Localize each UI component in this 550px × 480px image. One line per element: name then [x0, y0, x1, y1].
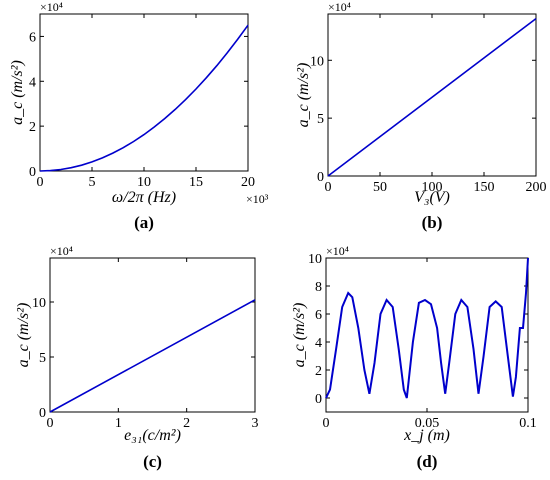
x-tick-label: 0.05: [415, 416, 440, 431]
x-tick-label: 200: [526, 180, 547, 195]
y-multiplier: ×10⁴: [328, 0, 351, 14]
series-line: [39, 24, 249, 172]
y-tick-label: 6: [315, 308, 322, 323]
x-tick-label: 1: [115, 416, 122, 431]
y-tick-label: 10: [310, 54, 324, 69]
x-tick-label: 0: [323, 416, 330, 431]
panel-c: 0 1 2 3 0 5 10 ×10⁴ e₃₁(c/m²) a_c (m/s²) (c): [15, 244, 259, 471]
x-axis-label: e₃₁(c/m²): [124, 427, 181, 444]
y-axis-label: a_c (m/s²): [291, 303, 308, 368]
series-line: [325, 257, 529, 399]
y-tick-label: 10: [308, 252, 322, 267]
x-tick-label: 150: [474, 180, 495, 195]
x-tick-label: 3: [252, 416, 259, 431]
y-tick-label: 0: [315, 392, 322, 407]
x-tick-label: 10: [137, 175, 151, 190]
series-line: [327, 17, 537, 177]
plot-frame: [49, 257, 256, 413]
y-tick-label: 0: [317, 170, 324, 185]
x-tick-label: 5: [89, 175, 96, 190]
plot-frame: [325, 257, 529, 413]
series-line: [49, 299, 256, 413]
y-tick-label: 0: [29, 165, 36, 180]
x-tick-label: 0.1: [519, 416, 537, 431]
y-tick-label: 2: [315, 364, 322, 379]
y-tick-label: 8: [315, 280, 322, 295]
y-tick-label: 10: [32, 296, 46, 311]
y-tick-label: 6: [29, 30, 36, 45]
x-axis-label: V₃(V): [414, 189, 450, 206]
y-multiplier: ×10⁴: [326, 244, 349, 258]
plot-frame: [39, 13, 249, 172]
panel-label: (a): [134, 213, 154, 232]
x-axis-label: x_j (m): [403, 427, 450, 444]
x-tick-label: 0: [37, 175, 44, 190]
x-tick-label: 15: [189, 175, 203, 190]
x-tick-label: 20: [241, 175, 255, 190]
x-tick-label: 100: [422, 180, 443, 195]
x-tick-label: 0: [325, 180, 332, 195]
y-axis-label: a_c (m/s²): [9, 60, 26, 125]
x-tick-label: 2: [183, 416, 190, 431]
x-axis-label: ω/2π (Hz): [112, 189, 176, 206]
y-tick-label: 5: [317, 112, 324, 127]
panel-a: 0 5 10 15 20 0 2 4 6 ×10⁴ ×10³ ω/2π (Hz) a_c (m/s²) (…: [9, 0, 269, 232]
x-tick-label: 0: [47, 416, 54, 431]
panel-label: (c): [143, 452, 162, 471]
y-multiplier: ×10⁴: [40, 0, 63, 14]
y-tick-label: 4: [315, 336, 322, 351]
panel-b: 0 50 100 150 200 0 5 10 ×10⁴ V₃(V) a_c (m/s²) (b): [295, 0, 547, 232]
y-axis-label: a_c (m/s²): [295, 63, 312, 128]
y-tick-label: 2: [29, 120, 36, 135]
y-tick-label: 4: [29, 75, 36, 90]
x-multiplier: ×10³: [246, 192, 269, 206]
y-multiplier: ×10⁴: [50, 244, 73, 258]
panel-label: (d): [417, 452, 438, 471]
y-tick-label: 0: [39, 406, 46, 421]
x-tick-label: 50: [373, 180, 387, 195]
panel-d: 0 0.05 0.1 0 2 4 6 8 10 ×10⁴ x_j (m) a_c (m/s²) (d): [291, 244, 537, 471]
y-axis-label: a_c (m/s²): [15, 303, 32, 368]
y-tick-label: 5: [39, 351, 46, 366]
panel-label: (b): [422, 213, 443, 232]
